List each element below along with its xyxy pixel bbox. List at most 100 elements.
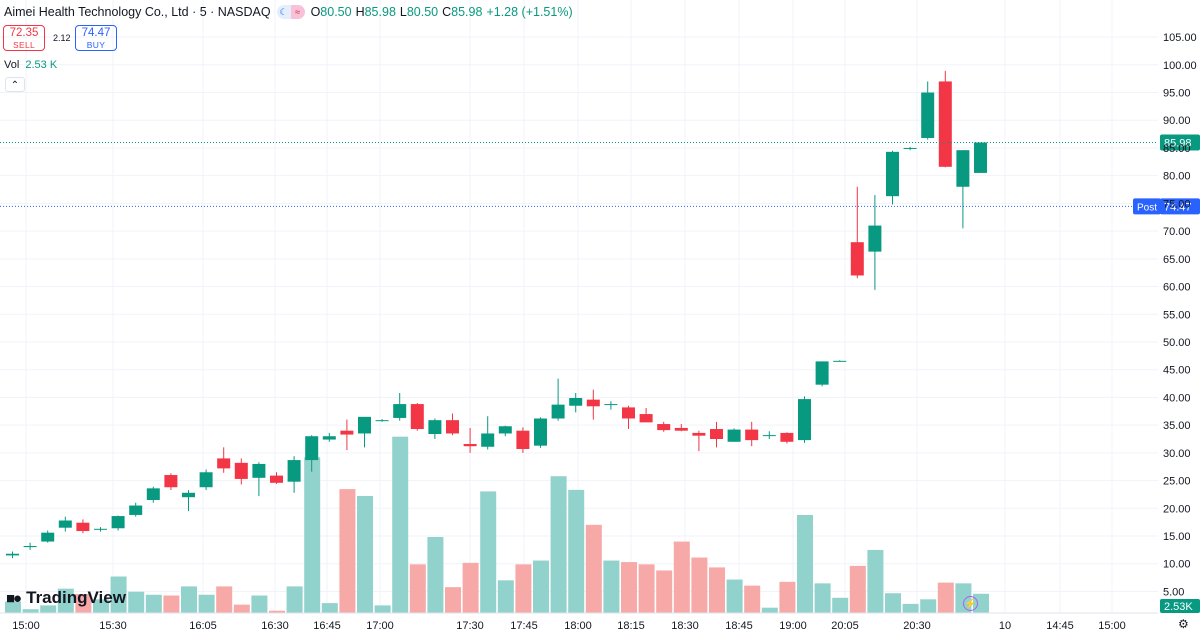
candle-body: [903, 147, 917, 149]
last-price-badge: [1160, 134, 1200, 151]
buy-price: 74.47: [81, 27, 111, 39]
volume-bar: [321, 603, 338, 613]
candle-body: [516, 430, 530, 449]
price-tick-label: 40.00: [1163, 392, 1191, 404]
gear-icon[interactable]: ⚙: [1178, 617, 1189, 631]
volume-bar: [445, 587, 461, 613]
candle-body: [710, 429, 723, 440]
price-tick-label: 5.00: [1163, 586, 1184, 598]
volume-bar: [409, 564, 426, 613]
volume-label: Vol: [4, 59, 20, 71]
candle-body: [410, 404, 424, 430]
time-tick-label: 17:45: [510, 620, 538, 632]
volume-badge-label: 2.53K: [1164, 601, 1193, 613]
volume-bar: [128, 591, 145, 613]
price-tick-label: 75.00: [1163, 198, 1191, 210]
volume-bar: [181, 586, 197, 613]
volume-bar: [533, 560, 549, 613]
volume-bar: [462, 562, 479, 613]
close-value: 85.98: [451, 5, 483, 19]
volume-bar: [251, 595, 268, 613]
candle-body: [252, 463, 266, 478]
low-value: 80.50: [406, 5, 439, 19]
time-tick-label: 14:45: [1046, 620, 1074, 632]
volume-bar: [761, 607, 778, 613]
volume-bar: [849, 565, 866, 613]
volume-bar: [673, 541, 690, 613]
time-tick-label: 20:30: [903, 620, 931, 632]
low-label: L: [399, 5, 407, 19]
chart-legend: Aimei Health Technology Co., Ltd · 5 · N…: [0, 0, 577, 24]
time-tick-label: 20:05: [831, 620, 859, 632]
volume-bar: [5, 601, 21, 613]
volume-bar: [57, 588, 74, 613]
time-tick-label: 15:00: [1098, 620, 1126, 632]
tradingview-logo[interactable]: ■● TradingView: [6, 588, 126, 608]
candle-body: [23, 545, 37, 548]
moon-icon: ☾: [276, 5, 291, 19]
price-tick-label: 10.00: [1163, 559, 1191, 571]
candle-body: [974, 142, 987, 173]
time-axis[interactable]: 15:00 15:30 16:05 16:30 16:45 17:00 17:30 17:45…: [0, 612, 1158, 632]
volume-bar: [568, 489, 585, 613]
volume-bar: [145, 594, 162, 613]
volume-bar: [357, 495, 373, 613]
volume-bar: [814, 583, 831, 613]
time-tick-label: 18:15: [617, 620, 645, 632]
open-value: 80.50: [320, 5, 352, 19]
time-tick-label: 10: [999, 620, 1011, 632]
candle-body: [358, 416, 371, 434]
collapse-legend-button[interactable]: ⌃: [5, 77, 25, 92]
candles: [6, 70, 987, 559]
price-tick-label: 80.00: [1163, 171, 1191, 183]
candle-body: [938, 81, 952, 167]
volume-bar: [937, 582, 954, 613]
lightning-icon[interactable]: ⚡: [963, 596, 978, 611]
candle-body: [833, 360, 847, 362]
time-tick-label: 18:45: [725, 620, 753, 632]
time-tick-label: 19:00: [779, 620, 807, 632]
volume-bar: [110, 576, 127, 613]
high-label: H: [355, 5, 365, 19]
candle-body: [41, 532, 55, 542]
symbol-title[interactable]: Aimei Health Technology Co., Ltd · 5 · N…: [4, 5, 271, 19]
volume-bar: [867, 549, 884, 613]
candle-body: [498, 426, 512, 434]
post-tag-badge: [1133, 198, 1161, 215]
candle-body: [657, 424, 671, 431]
post-tag-label: Post: [1137, 202, 1157, 213]
time-tick-label: 15:30: [99, 620, 127, 632]
volume-bar: [515, 564, 532, 613]
sell-button[interactable]: 72.35 SELL: [3, 25, 45, 51]
volume-bar: [22, 609, 39, 613]
candle-body: [234, 462, 248, 479]
volume-bar: [163, 595, 180, 613]
sell-label: SELL: [13, 40, 35, 50]
candle-body: [534, 418, 547, 446]
candle-body: [674, 427, 688, 431]
market-status-pill[interactable]: ☾ ≈: [276, 5, 305, 19]
volume-bar: [779, 581, 796, 613]
volume-bar: [691, 557, 708, 613]
time-tick-label: 15:00: [12, 620, 40, 632]
volume-bar: [93, 599, 109, 613]
volume-bar: [902, 603, 919, 613]
volume-value: 2.53 K: [25, 59, 58, 71]
time-tick-label: 16:05: [189, 620, 217, 632]
volume-bar: [885, 593, 901, 613]
buy-button[interactable]: 74.47 BUY: [75, 25, 117, 51]
price-tick-label: 105.00: [1163, 32, 1197, 44]
price-tick-label: 60.00: [1163, 282, 1191, 294]
volume-bars: [5, 436, 989, 613]
volume-bar: [198, 594, 215, 613]
candle-body: [94, 528, 107, 530]
price-axis[interactable]: 105.00 100.00 95.00 90.00 85.00 80.00 75.00 70.…: [1163, 32, 1197, 598]
spread-value: 2.12: [53, 33, 71, 43]
post-price-label: 74.47: [1164, 201, 1192, 213]
volume-bar: [216, 586, 233, 613]
volume-bar: [621, 562, 637, 613]
volume-bar: [286, 586, 303, 613]
price-tick-label: 95.00: [1163, 88, 1191, 100]
candle-body: [322, 436, 336, 440]
